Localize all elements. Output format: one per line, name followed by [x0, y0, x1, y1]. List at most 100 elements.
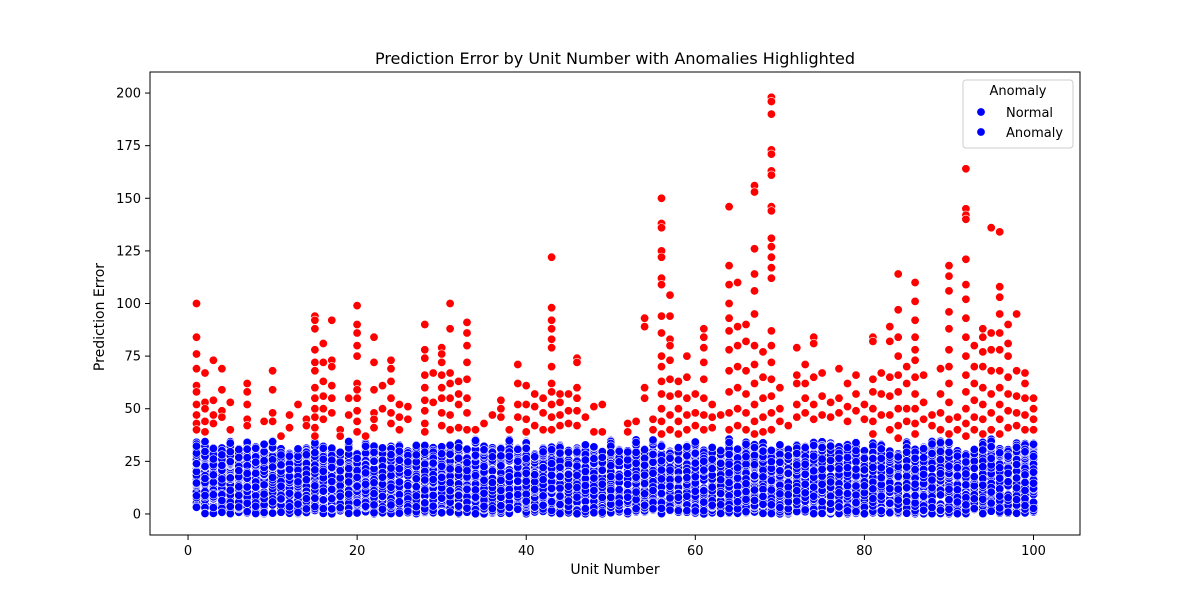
normal-point [851, 506, 861, 516]
normal-point [208, 503, 218, 513]
normal-point [656, 441, 666, 451]
normal-point [682, 451, 692, 461]
normal-point [665, 481, 675, 491]
normal-point [623, 492, 633, 502]
normal-point [842, 463, 852, 473]
normal-point [597, 492, 607, 502]
normal-point [800, 469, 810, 479]
normal-point [310, 481, 320, 491]
normal-point [842, 506, 852, 516]
normal-point [766, 485, 776, 495]
normal-point [826, 477, 836, 487]
normal-point [335, 457, 345, 467]
normal-point [293, 499, 303, 509]
normal-point [809, 440, 819, 450]
normal-point [437, 493, 447, 503]
normal-point [690, 472, 700, 482]
normal-point [284, 464, 294, 474]
normal-point [648, 504, 658, 514]
normal-point [775, 489, 785, 499]
normal-point [276, 494, 286, 504]
normal-point [234, 466, 244, 476]
normal-point [817, 454, 827, 464]
normal-point [648, 468, 658, 478]
series-normal [192, 434, 1039, 519]
normal-point [200, 490, 210, 500]
normal-point [251, 457, 261, 467]
normal-point [885, 484, 895, 494]
normal-point [758, 446, 768, 456]
normal-point [885, 466, 895, 476]
normal-point [377, 504, 387, 514]
normal-point [623, 447, 633, 457]
normal-point [580, 466, 590, 476]
normal-point [318, 486, 328, 496]
normal-point [293, 507, 303, 517]
normal-point [259, 480, 269, 490]
normal-point [733, 473, 743, 483]
normal-point [268, 437, 278, 447]
normal-point [504, 491, 514, 501]
normal-point [192, 478, 202, 488]
normal-point [208, 470, 218, 480]
normal-point [225, 501, 235, 511]
normal-point [733, 444, 743, 454]
normal-point [352, 472, 362, 482]
normal-point [724, 449, 734, 459]
normal-point [580, 440, 590, 450]
normal-point [555, 448, 565, 458]
normal-point [547, 497, 557, 507]
normal-point [656, 474, 666, 484]
normal-point [445, 486, 455, 496]
normal-point [834, 488, 844, 498]
normal-point [513, 490, 523, 500]
normal-point [851, 498, 861, 508]
normal-point [504, 502, 514, 512]
normal-point [394, 508, 404, 518]
normal-point [656, 488, 666, 498]
normal-point [208, 454, 218, 464]
normal-point [496, 475, 506, 485]
normal-point [766, 457, 776, 467]
normal-point [741, 487, 751, 497]
normal-point [377, 491, 387, 501]
normal-point [352, 508, 362, 518]
normal-point [699, 497, 709, 507]
normal-point [386, 482, 396, 492]
normal-point [301, 475, 311, 485]
normal-point [859, 453, 869, 463]
normal-point [547, 483, 557, 493]
normal-point [454, 453, 464, 463]
normal-point [580, 455, 590, 465]
normal-point [699, 465, 709, 475]
normal-point [783, 490, 793, 500]
normal-point [859, 465, 869, 475]
normal-point [741, 439, 751, 449]
normal-point [682, 473, 692, 483]
normal-point [487, 504, 497, 514]
normal-point [589, 485, 599, 495]
normal-point [530, 502, 540, 512]
normal-point [682, 491, 692, 501]
normal-point [411, 482, 421, 492]
normal-point [192, 491, 202, 501]
normal-point [673, 455, 683, 465]
normal-point [251, 443, 261, 453]
normal-point [640, 478, 650, 488]
normal-point [496, 451, 506, 461]
normal-point [521, 443, 531, 453]
normal-point [479, 445, 489, 455]
normal-point [741, 479, 751, 489]
normal-point [470, 450, 480, 460]
normal-point [766, 445, 776, 455]
normal-point [842, 481, 852, 491]
normal-point [572, 492, 582, 502]
normal-point [369, 500, 379, 510]
normal-point [445, 507, 455, 517]
normal-point [513, 456, 523, 466]
normal-point [259, 439, 269, 449]
normal-point [809, 482, 819, 492]
normal-point [842, 489, 852, 499]
normal-point [800, 505, 810, 515]
normal-point [563, 469, 573, 479]
